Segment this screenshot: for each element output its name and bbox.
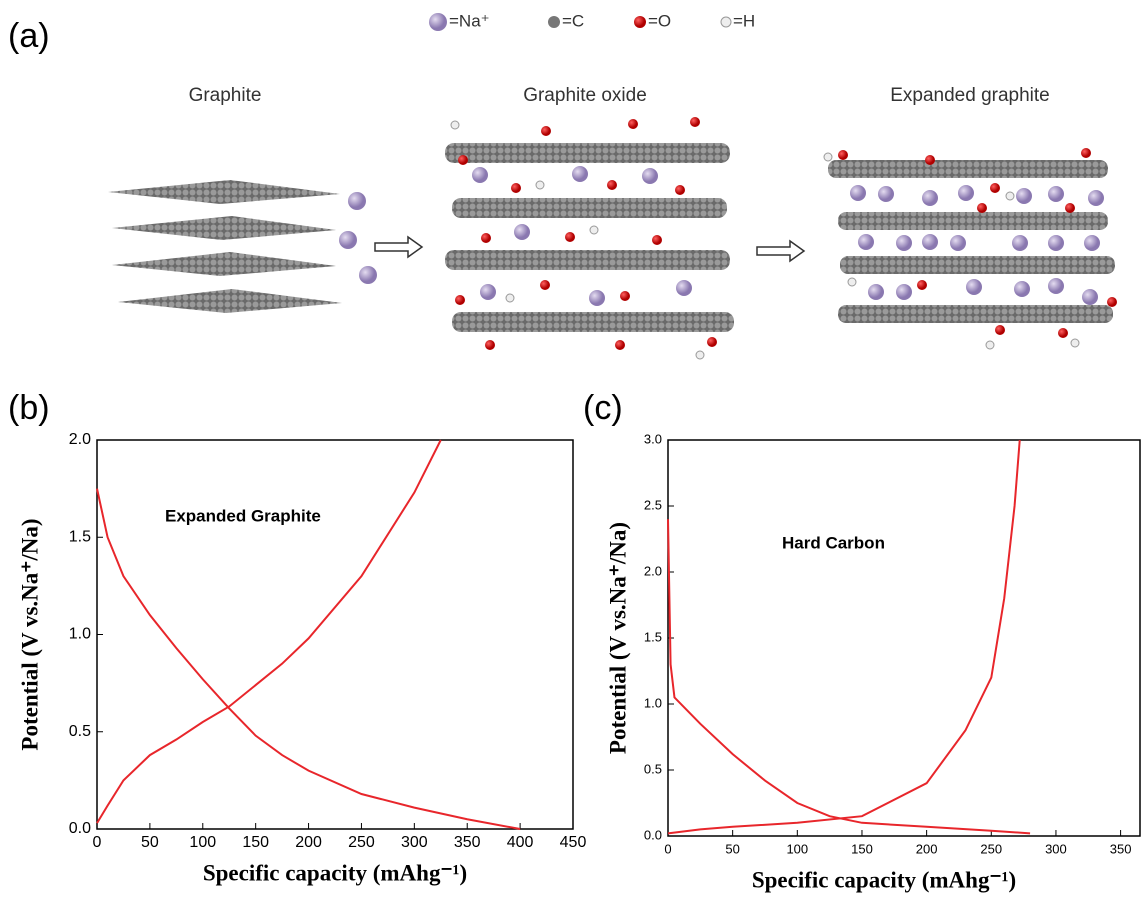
x-tick-label: 450 [560, 834, 587, 851]
expanded-graphite-layers [823, 148, 1117, 350]
panel-label: (c) [583, 389, 623, 427]
y-tick-label: 1.5 [644, 629, 662, 644]
y-tick-label: 1.5 [69, 528, 91, 545]
x-tick-label: 100 [189, 834, 216, 851]
legend-text: =O [648, 11, 671, 30]
x-tick-label: 150 [242, 834, 269, 851]
y-tick-label: 2.5 [644, 497, 662, 512]
y-tick-label: 2.0 [69, 431, 91, 448]
plot-frame [667, 439, 1141, 837]
y-tick-label: 3.0 [644, 431, 662, 446]
x-tick-label: 400 [507, 834, 534, 851]
panel-label: (b) [8, 389, 50, 427]
line [96, 488, 521, 830]
legend-icon [634, 16, 646, 28]
x-tick-label: 200 [295, 834, 322, 851]
x-tick-label: 0 [664, 841, 671, 856]
legend: =Na⁺ =C =O =H [429, 11, 755, 31]
annotation: Hard Carbon [782, 533, 885, 552]
graphite-layers [108, 180, 377, 313]
x-tick-label: 250 [980, 841, 1002, 856]
stage-title: Graphite oxide [523, 85, 647, 106]
y-tick-label: 0.5 [644, 761, 662, 776]
y-tick-label: 2.0 [644, 563, 662, 578]
y-tick-label: 1.0 [644, 695, 662, 710]
plot-frame [96, 439, 574, 830]
x-tick-label: 300 [1045, 841, 1067, 856]
x-tick-label: 50 [141, 834, 159, 851]
stage-title: Expanded graphite [890, 85, 1050, 106]
legend-text: =H [733, 11, 755, 30]
x-tick-label: 250 [348, 834, 375, 851]
x-tick-label: 150 [851, 841, 873, 856]
y-axis-label: Potential (V vs.Na⁺/Na) [17, 518, 42, 750]
y-tick-label: 0.0 [644, 827, 662, 842]
legend-text: =Na⁺ [449, 11, 490, 30]
line [96, 439, 442, 824]
y-tick-label: 1.0 [69, 626, 91, 643]
y-axis-label: Potential (V vs.Na⁺/Na) [605, 522, 630, 754]
legend-icon [720, 16, 732, 28]
arrows [374, 235, 806, 263]
x-tick-label: 200 [916, 841, 938, 856]
x-tick-label: 300 [401, 834, 428, 851]
graphite-oxide-layers [445, 117, 734, 360]
legend-icon [548, 16, 560, 28]
legend-icon [429, 13, 447, 31]
x-axis-label: Specific capacity (mAhg⁻¹) [203, 860, 467, 885]
x-tick-label: 50 [725, 841, 739, 856]
line [667, 519, 1031, 835]
y-tick-label: 0.0 [69, 820, 91, 837]
legend-text: =C [562, 11, 584, 30]
line [667, 439, 1021, 835]
annotation: Expanded Graphite [165, 506, 321, 525]
x-tick-label: 100 [786, 841, 808, 856]
x-tick-label: 350 [1110, 841, 1132, 856]
panel-label: (a) [8, 17, 50, 55]
y-tick-label: 0.5 [69, 723, 91, 740]
stage-title: Graphite [189, 85, 262, 106]
x-axis-label: Specific capacity (mAhg⁻¹) [752, 867, 1016, 892]
x-tick-label: 350 [454, 834, 481, 851]
x-tick-label: 0 [93, 834, 102, 851]
